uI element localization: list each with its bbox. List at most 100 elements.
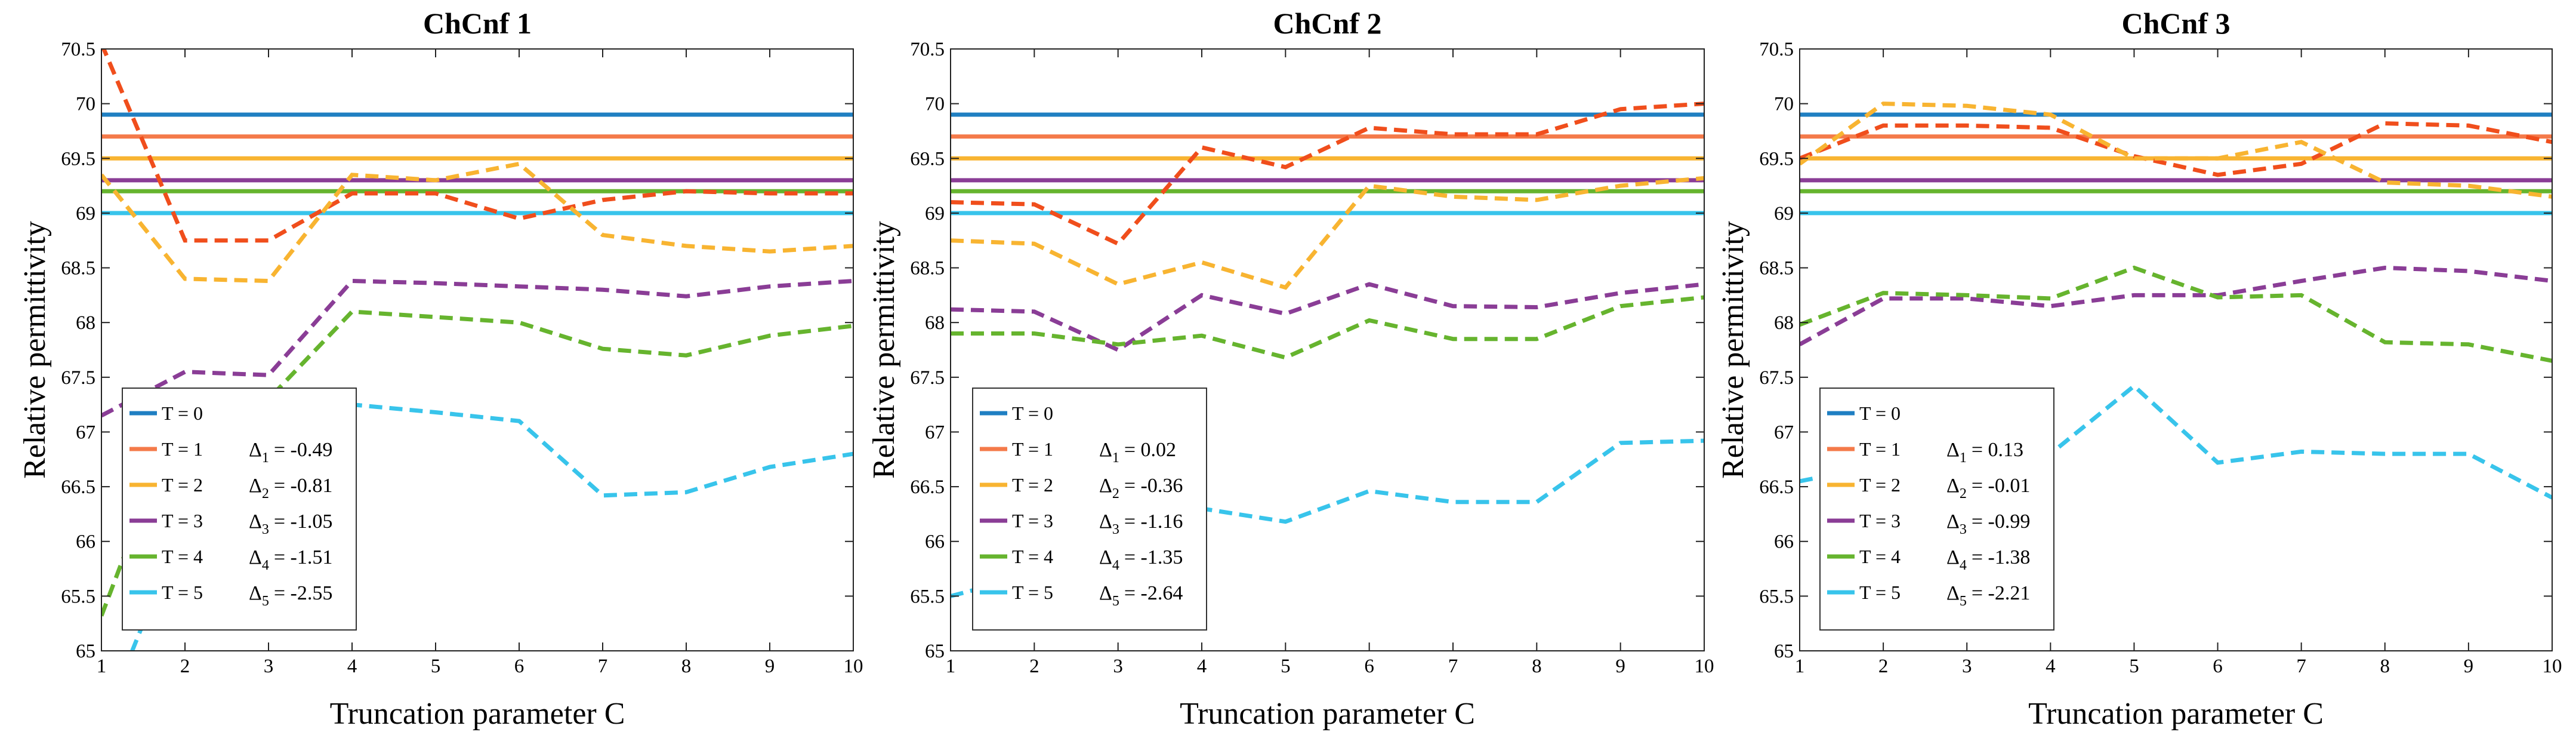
series-line-t4 — [951, 295, 1704, 360]
series-line-t3 — [101, 278, 853, 418]
series-line-t2 — [1800, 102, 2552, 199]
x-tick-label: 10 — [844, 656, 863, 677]
delta-label-2: Δ2 = -0.36 — [1099, 475, 1183, 502]
x-tick-label: 8 — [681, 656, 692, 677]
legend-label-t3: T = 3 — [1012, 510, 1053, 531]
y-tick-label: 69 — [925, 203, 945, 225]
x-tick-label: 4 — [2046, 656, 2056, 677]
x-tick-label: 5 — [1281, 656, 1291, 677]
y-tick-label: 69.5 — [910, 148, 945, 170]
y-tick-label: 65 — [925, 641, 945, 662]
y-tick-label: 66 — [1774, 531, 1794, 553]
x-tick-label: 3 — [1113, 656, 1123, 677]
y-tick-label: 68 — [925, 312, 945, 334]
series-line-t4 — [101, 309, 853, 617]
y-tick-label: 67 — [76, 422, 95, 443]
y-tick-label: 70 — [1774, 94, 1794, 115]
panel-chcnf-3: ChCnf 31 2 3 4 5 6 7 8 9 106565.56666.56767.56868… — [1716, 7, 2562, 731]
series-line-t4 — [1800, 265, 2552, 363]
series-line-t3 — [951, 282, 1704, 352]
legend-label-t0: T = 0 — [1012, 402, 1053, 424]
x-tick-label: 2 — [1878, 656, 1889, 677]
y-tick-label: 69.5 — [61, 148, 95, 170]
delta-label-4: Δ4 = -1.51 — [249, 546, 332, 573]
legend-label-t2: T = 2 — [162, 474, 203, 496]
x-tick-label: 10 — [2543, 656, 2562, 677]
legend-label-t5: T = 5 — [162, 582, 203, 603]
legend-label-t1: T = 1 — [162, 438, 203, 460]
series-line-t1 — [101, 49, 853, 243]
axes-box — [1799, 48, 2553, 651]
legend-label-t4: T = 4 — [1859, 546, 1901, 567]
series-line-t1 — [1800, 121, 2552, 177]
panel-title: ChCnf 2 — [1273, 7, 1382, 40]
x-tick-label: 1 — [97, 656, 107, 677]
y-tick-label: 68.5 — [61, 258, 95, 279]
panel-chcnf-1: ChCnf 11 2 3 4 5 6 7 8 9 106565.56666.56767.56868… — [18, 7, 863, 731]
y-tick-label: 68 — [76, 312, 95, 334]
panel-title: ChCnf 1 — [423, 7, 532, 40]
y-tick-label: 69 — [76, 203, 95, 225]
x-tick-label: 4 — [1197, 656, 1207, 677]
legend-label-t1: T = 1 — [1859, 438, 1901, 460]
x-tick-label: 7 — [1448, 656, 1458, 677]
axes-box — [950, 48, 1705, 651]
x-axis-label: Truncation parameter C — [1180, 697, 1475, 731]
x-axis-label: Truncation parameter C — [330, 697, 625, 731]
legend: T = 0 T = 1 T = 2 T = 3 T = 4 T = 5 Δ1 = -0.49 Δ… — [122, 388, 357, 631]
x-tick-label: 6 — [514, 656, 525, 677]
y-tick-label: 65 — [76, 641, 95, 662]
x-tick-label: 2 — [1029, 656, 1039, 677]
series-line-t1 — [951, 102, 1704, 247]
delta-label-3: Δ3 = -0.99 — [1946, 511, 2030, 537]
y-axis-label: Relative permittivity — [867, 221, 901, 479]
y-axis-label: Relative permittivity — [18, 221, 52, 479]
delta-label-1: Δ1 = 0.02 — [1099, 439, 1176, 466]
x-tick-label: 5 — [431, 656, 441, 677]
legend: T = 0 T = 1 T = 2 T = 3 T = 4 T = 5 Δ1 = 0.13 Δ2… — [1819, 388, 2054, 631]
delta-label-5: Δ5 = -2.21 — [1946, 582, 2030, 609]
legend-label-t5: T = 5 — [1012, 582, 1053, 603]
y-tick-label: 70.5 — [910, 39, 945, 60]
panel-title: ChCnf 3 — [2122, 7, 2231, 40]
legend-label-t0: T = 0 — [162, 402, 203, 424]
y-tick-label: 69 — [1774, 203, 1794, 225]
delta-label-5: Δ5 = -2.64 — [1099, 582, 1183, 609]
legend-label-t0: T = 0 — [1859, 402, 1901, 424]
y-tick-label: 70 — [925, 94, 945, 115]
delta-label-3: Δ3 = -1.16 — [1099, 511, 1183, 537]
y-tick-label: 68 — [1774, 312, 1794, 334]
series-line-t2 — [101, 161, 853, 284]
panel-chcnf-2: ChCnf 21 2 3 4 5 6 7 8 9 106565.56666.56767.56868… — [867, 7, 1714, 731]
legend-label-t5: T = 5 — [1859, 582, 1901, 603]
y-tick-label: 66.5 — [910, 476, 945, 498]
x-tick-label: 7 — [598, 656, 608, 677]
legend-box — [122, 388, 357, 631]
legend-label-t2: T = 2 — [1012, 474, 1053, 496]
x-tick-label: 9 — [765, 656, 775, 677]
y-axis-label: Relative permittivity — [1716, 221, 1750, 479]
legend-label-t3: T = 3 — [1859, 510, 1901, 531]
x-tick-label: 6 — [1364, 656, 1374, 677]
series-line-t3 — [1800, 265, 2552, 346]
y-tick-label: 66 — [925, 531, 945, 553]
y-tick-label: 70.5 — [1759, 39, 1794, 60]
x-tick-label: 5 — [2129, 656, 2139, 677]
y-tick-label: 68.5 — [910, 258, 945, 279]
y-tick-label: 70.5 — [61, 39, 95, 60]
y-tick-label: 68.5 — [1759, 258, 1794, 279]
x-tick-label: 8 — [2380, 656, 2390, 677]
y-tick-label: 65 — [1774, 641, 1794, 662]
x-axis-label: Truncation parameter C — [2028, 697, 2324, 731]
legend-label-t3: T = 3 — [162, 510, 203, 531]
legend-label-t1: T = 1 — [1012, 438, 1053, 460]
axes-box — [101, 48, 854, 651]
y-tick-label: 66 — [76, 531, 95, 553]
delta-label-3: Δ3 = -1.05 — [249, 511, 332, 537]
legend-box — [1819, 388, 2054, 631]
x-tick-label: 1 — [1795, 656, 1805, 677]
x-tick-label: 3 — [1962, 656, 1972, 677]
delta-label-2: Δ2 = -0.01 — [1946, 475, 2030, 502]
legend-label-t2: T = 2 — [1859, 474, 1901, 496]
